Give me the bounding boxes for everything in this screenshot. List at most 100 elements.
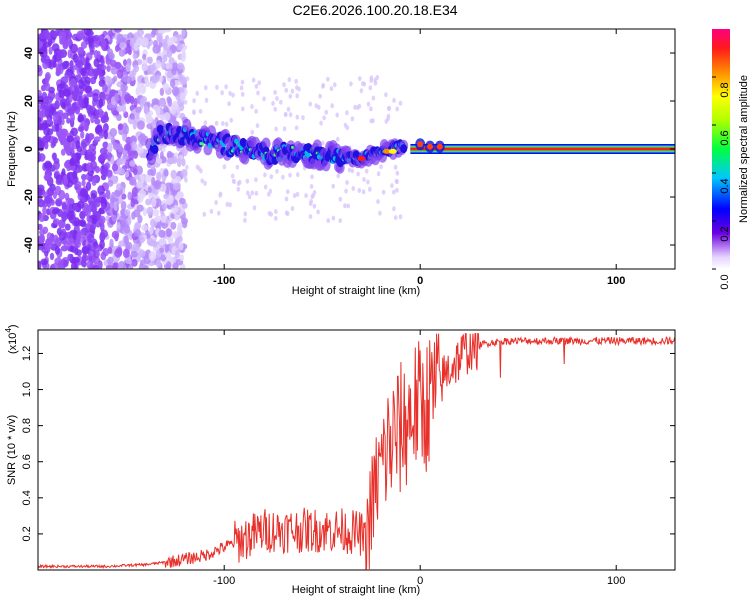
noise-speck: [288, 112, 293, 118]
y-tick-label: -40: [23, 237, 35, 253]
noise-speck: [295, 85, 299, 91]
noise-speck: [94, 125, 103, 134]
noise-speck: [81, 179, 86, 187]
noise-speck: [338, 196, 343, 202]
noise-speck: [254, 108, 258, 114]
noise-speck: [159, 29, 167, 34]
noise-speck: [91, 205, 97, 214]
noise-speck: [107, 142, 113, 153]
noise-speck: [80, 131, 85, 139]
noise-speck: [134, 229, 142, 237]
noise-speck: [131, 211, 136, 220]
noise-speck: [120, 208, 126, 215]
noise-speck: [39, 229, 46, 236]
noise-speck: [356, 171, 360, 177]
noise-speck: [310, 174, 314, 180]
noise-speck: [373, 77, 377, 83]
noise-speck: [86, 107, 94, 115]
noise-speck: [76, 181, 82, 190]
noise-speck: [66, 36, 72, 46]
colorbar-tick-label: 0.2: [719, 226, 731, 241]
noise-speck: [230, 173, 235, 179]
noise-speck: [90, 77, 95, 84]
noise-speck: [116, 221, 121, 230]
snr-frame: [37, 329, 676, 571]
noise-speck: [236, 186, 241, 192]
noise-speck: [99, 153, 105, 162]
noise-speck: [181, 168, 188, 178]
noise-speck: [109, 238, 114, 249]
noise-speck: [273, 90, 277, 95]
noise-speck: [68, 94, 73, 103]
noise-speck: [395, 187, 399, 193]
noise-speck: [101, 115, 110, 123]
y-tick-label: 40: [23, 47, 35, 59]
noise-speck: [273, 106, 278, 112]
noise-speck: [155, 259, 162, 268]
noise-speck: [321, 140, 325, 146]
carrier-core: [410, 147, 675, 151]
noise-speck: [122, 248, 130, 258]
snr-plot-area: [38, 330, 675, 570]
noise-speck: [159, 98, 166, 108]
noise-speck: [83, 96, 89, 106]
noise-speck: [94, 166, 101, 174]
noise-speck: [378, 210, 382, 216]
noise-speck: [94, 49, 99, 60]
noise-speck: [98, 98, 104, 108]
noise-speck: [275, 96, 279, 101]
noise-speck: [156, 106, 161, 117]
noise-speck: [286, 189, 290, 195]
colorbar-tick-label: 0.4: [719, 178, 731, 193]
noise-speck: [262, 96, 266, 102]
noise-speck: [121, 133, 127, 142]
noise-speck: [167, 38, 174, 46]
noise-speck: [192, 98, 196, 104]
noise-speck: [364, 168, 369, 174]
noise-speck: [121, 103, 127, 114]
noise-speck: [173, 204, 179, 213]
noise-speck: [147, 56, 153, 65]
chart-title: C2E6.2026.100.20.18.E34: [292, 2, 458, 18]
noise-speck: [177, 222, 183, 230]
noise-speck: [92, 256, 101, 265]
noise-speck: [78, 79, 84, 90]
noise-speck: [294, 125, 299, 131]
noise-speck: [255, 123, 260, 129]
noise-speck: [49, 252, 55, 261]
noise-speck: [136, 120, 145, 130]
noise-speck: [44, 242, 49, 252]
noise-speck: [282, 82, 286, 88]
noise-speck: [123, 235, 129, 245]
noise-speck: [387, 105, 392, 111]
noise-speck: [61, 168, 66, 177]
noise-speck: [85, 132, 90, 143]
noise-speck: [361, 81, 365, 87]
noise-speck: [87, 197, 93, 205]
noise-speck: [85, 85, 92, 94]
noise-speck: [152, 240, 158, 248]
noise-speck: [162, 54, 168, 63]
signal-blob: [400, 144, 408, 154]
carrier-lobe-core: [417, 141, 424, 148]
noise-speck: [147, 65, 152, 75]
noise-speck: [38, 40, 43, 49]
noise-speck: [77, 126, 85, 132]
noise-speck: [398, 100, 403, 106]
noise-speck: [274, 215, 278, 221]
noise-speck: [146, 206, 154, 216]
noise-speck: [166, 49, 173, 58]
noise-speck: [319, 120, 323, 126]
noise-speck: [76, 30, 85, 40]
noise-speck: [97, 185, 105, 195]
noise-speck: [119, 214, 127, 224]
noise-speck: [165, 62, 171, 70]
signal-halo: [182, 118, 192, 131]
noise-speck: [86, 151, 95, 162]
noise-speck: [269, 174, 274, 180]
noise-speck: [107, 256, 114, 266]
noise-speck: [69, 78, 77, 87]
noise-speck: [283, 112, 288, 117]
colorbar-gradient: [712, 29, 730, 269]
noise-speck: [38, 116, 42, 124]
